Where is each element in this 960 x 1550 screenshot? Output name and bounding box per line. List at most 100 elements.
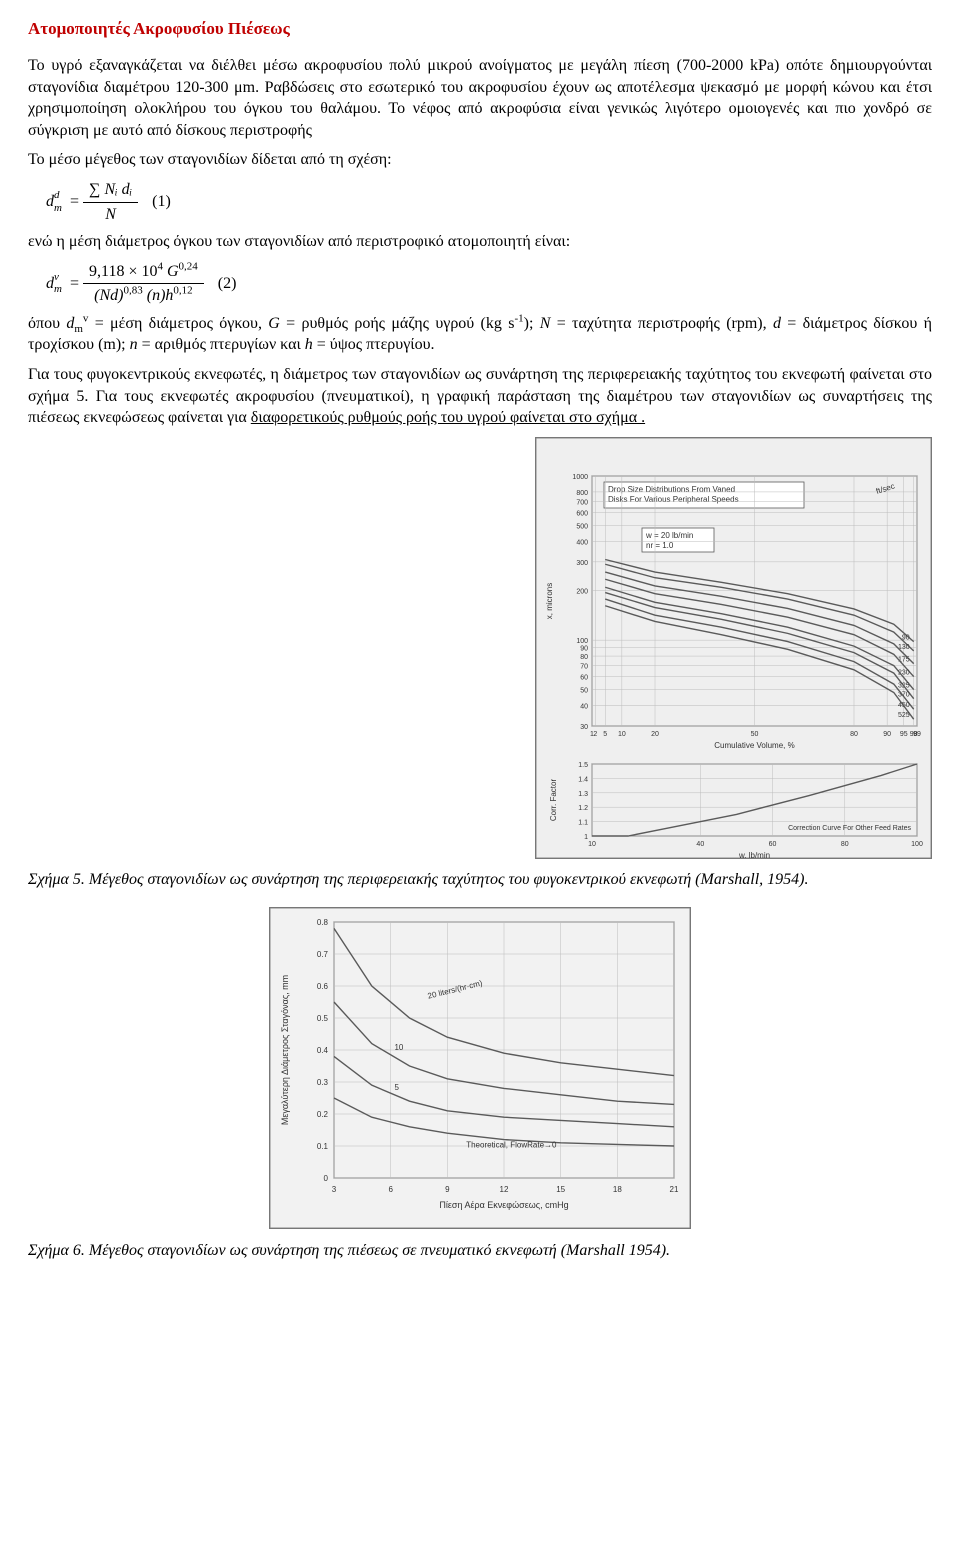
svg-text:70: 70 [580, 663, 588, 670]
eq1-lhs-sub: m [54, 201, 62, 216]
p4-exp: -1 [514, 313, 523, 325]
svg-text:1.3: 1.3 [578, 791, 588, 798]
svg-text:nr = 1.0: nr = 1.0 [646, 541, 674, 550]
svg-text:Drop Size Distributions From V: Drop Size Distributions From Vaned [608, 485, 735, 494]
eq2-num-a: 9,118 × 10 [89, 263, 157, 280]
svg-text:600: 600 [576, 510, 588, 517]
svg-text:300: 300 [576, 560, 588, 567]
svg-text:60: 60 [769, 841, 777, 848]
svg-text:10: 10 [588, 841, 596, 848]
svg-text:30: 30 [580, 724, 588, 731]
p4-d: ); [524, 315, 540, 332]
svg-text:6: 6 [388, 1185, 393, 1194]
eq2-lhs-sub: m [54, 282, 62, 297]
svg-text:2: 2 [593, 731, 597, 738]
svg-text:80: 80 [841, 841, 849, 848]
svg-text:0.6: 0.6 [317, 982, 329, 991]
svg-text:Disks For Various Peripheral S: Disks For Various Peripheral Speeds [608, 495, 739, 504]
svg-text:Correction Curve For Other Fee: Correction Curve For Other Feed Rates [788, 825, 911, 832]
p4-d2: d [773, 315, 781, 332]
svg-text:0.3: 0.3 [317, 1078, 329, 1087]
svg-text:525: 525 [898, 712, 910, 719]
svg-text:21: 21 [670, 1185, 679, 1194]
svg-text:0.4: 0.4 [317, 1046, 329, 1055]
eq2-equals: = [70, 273, 79, 295]
svg-text:9: 9 [445, 1185, 450, 1194]
eq1-equals: = [70, 191, 79, 213]
p4-N: N [540, 315, 551, 332]
svg-text:40: 40 [696, 841, 704, 848]
eq1-lhs-symbol: d [46, 193, 54, 210]
p5-underlined: διαφορετικούς ρυθμούς ροής του υγρού φαί… [251, 409, 645, 426]
paragraph-fig-intro: Για τους φυγοκεντρικούς εκνεφωτές, η διά… [28, 364, 932, 429]
p4-g: = αριθμός πτερυγίων και [138, 336, 305, 353]
svg-text:800: 800 [576, 490, 588, 497]
eq2-num-b: G [163, 263, 179, 280]
svg-text:90: 90 [580, 646, 588, 653]
svg-text:1: 1 [584, 834, 588, 841]
svg-text:Theoretical, FlowRate→0: Theoretical, FlowRate→0 [466, 1141, 557, 1150]
figure-5-caption: Σχήμα 5. Μέγεθος σταγονιδίων ως συνάρτησ… [28, 869, 932, 891]
figure-5-chart: Drop Size Distributions From VanedDisks … [535, 437, 932, 859]
svg-text:0.8: 0.8 [317, 918, 329, 927]
svg-text:1.2: 1.2 [578, 805, 588, 812]
svg-text:0.2: 0.2 [317, 1110, 329, 1119]
svg-text:Πίεση Αέρα Εκνεφώσεως, cmHg: Πίεση Αέρα Εκνεφώσεως, cmHg [439, 1200, 568, 1210]
figure-6-caption: Σχήμα 6. Μέγεθος σταγονιδίων ως συνάρτησ… [28, 1240, 932, 1262]
eq1-numerator: ∑ Nᵢ dᵢ [83, 179, 138, 203]
svg-text:40: 40 [580, 703, 588, 710]
equation-2: dvm = 9,118 × 104 G0,24 (Nd)0,83 (n)h0,1… [46, 261, 932, 307]
svg-text:90: 90 [883, 731, 891, 738]
svg-text:15: 15 [556, 1185, 565, 1194]
svg-text:100: 100 [911, 841, 923, 848]
p4-b: = μέση διάμετρος όγκου, [88, 315, 268, 332]
svg-text:200: 200 [576, 589, 588, 596]
svg-text:500: 500 [576, 523, 588, 530]
figure-6-wrap: 0.80.70.60.50.40.30.20.1036912151821Πίεσ… [28, 907, 932, 1236]
svg-text:50: 50 [580, 687, 588, 694]
svg-text:20: 20 [651, 731, 659, 738]
svg-text:5: 5 [394, 1083, 399, 1092]
p4-c: = ρυθμός ροής μάζης υγρού (kg s [280, 315, 515, 332]
svg-text:Μεγαλύτερη Διάμετρος Σταγόνας,: Μεγαλύτερη Διάμετρος Σταγόνας, mm [280, 975, 290, 1125]
eq2-lhs-symbol: d [46, 275, 54, 292]
paragraph-var-defs: όπου dmv = μέση διάμετρος όγκου, G = ρυθ… [28, 313, 932, 356]
svg-text:80: 80 [580, 654, 588, 661]
p4-n: n [130, 336, 138, 353]
svg-text:0.5: 0.5 [317, 1014, 329, 1023]
section-title: Ατομοποιητές Ακροφυσίου Πιέσεως [28, 18, 932, 41]
eq2-numerator: 9,118 × 104 G0,24 [83, 261, 204, 285]
eq2-den-a: (Nd) [94, 287, 123, 304]
paragraph-formula2-intro: ενώ η μέση διάμετρος όγκου των σταγονιδί… [28, 231, 932, 253]
svg-text:0.1: 0.1 [317, 1142, 329, 1151]
svg-text:1.5: 1.5 [578, 762, 588, 769]
p4-G: G [268, 315, 280, 332]
p4-i: = ύψος πτερυγίου. [313, 336, 435, 353]
p4-h: h [305, 336, 313, 353]
svg-text:x, microns: x, microns [545, 583, 554, 619]
svg-text:w = 20 lb/min: w = 20 lb/min [645, 531, 693, 540]
svg-text:80: 80 [850, 731, 858, 738]
p4-e: = ταχύτητα περιστροφής (rpm), [550, 315, 773, 332]
eq2-number: (2) [218, 273, 237, 295]
svg-text:10: 10 [618, 731, 626, 738]
svg-text:5: 5 [603, 731, 607, 738]
figure-5-wrap: Drop Size Distributions From VanedDisks … [28, 437, 932, 866]
svg-text:3: 3 [332, 1185, 337, 1194]
svg-text:w, lb/min: w, lb/min [738, 851, 770, 859]
svg-text:60: 60 [580, 674, 588, 681]
eq2-den-b: (n)h [143, 287, 174, 304]
svg-text:100: 100 [576, 638, 588, 645]
svg-text:95: 95 [900, 731, 908, 738]
eq2-den-exp2: 0,12 [173, 285, 192, 297]
svg-text:12: 12 [500, 1185, 509, 1194]
p4-a: όπου [28, 315, 66, 332]
svg-text:50: 50 [751, 731, 759, 738]
svg-text:Cumulative Volume, %: Cumulative Volume, % [714, 741, 794, 750]
svg-text:18: 18 [613, 1185, 622, 1194]
svg-text:0.7: 0.7 [317, 950, 329, 959]
svg-text:400: 400 [576, 539, 588, 546]
svg-text:700: 700 [576, 499, 588, 506]
svg-text:10: 10 [394, 1043, 403, 1052]
eq2-num-exp2: 0,24 [179, 260, 198, 272]
